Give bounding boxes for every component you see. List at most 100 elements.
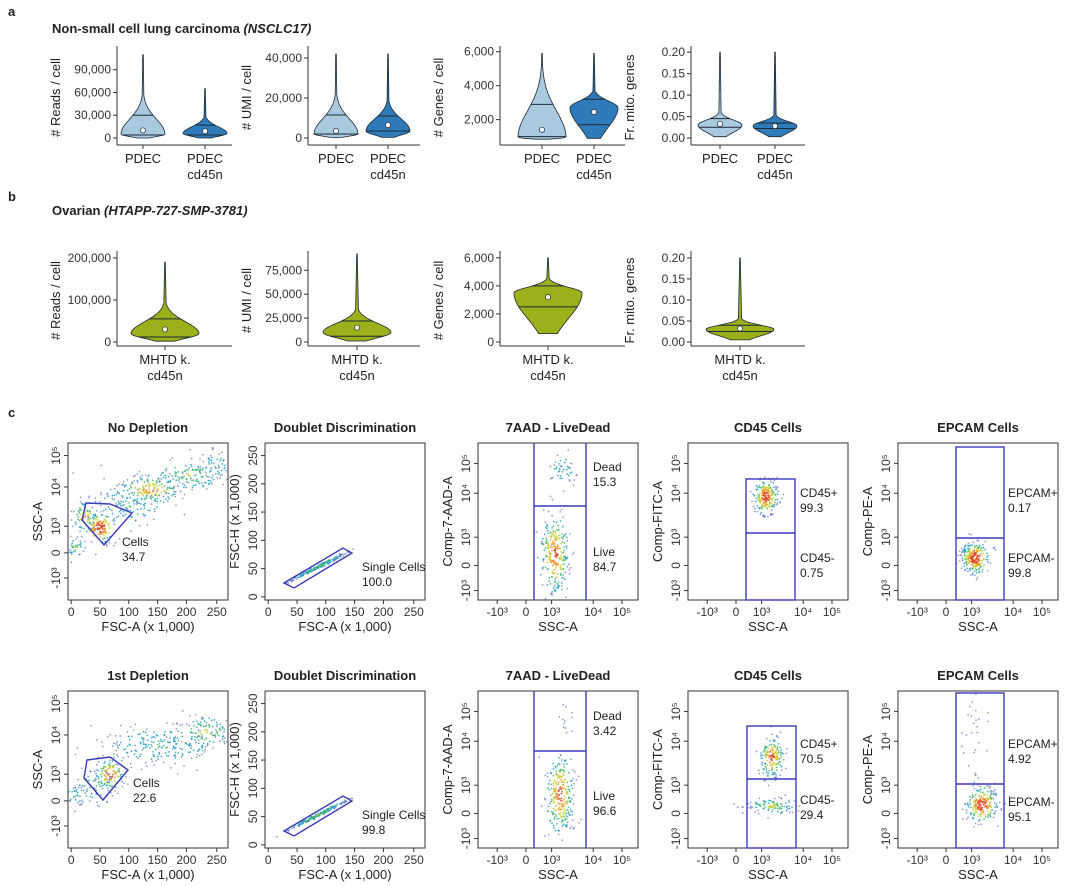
event-dot [190,477,192,480]
event-dot [103,783,106,786]
y-tick-label: 10⁵ [459,454,473,472]
event-dot [963,546,966,549]
category-label: PDEC [757,151,793,166]
event-dot [556,582,558,585]
event-dot [85,530,88,533]
event-dot [104,508,107,511]
event-dot [106,801,108,803]
event-dot [782,752,785,755]
event-dot [115,753,118,756]
gate-cd45[interactable] [746,725,797,849]
event-dot [172,736,175,739]
event-dot [989,815,992,818]
event-dot [773,753,775,756]
event-dot [557,524,559,527]
gate-cd45[interactable] [745,478,796,601]
event-dot [134,487,137,489]
event-dot [970,732,973,734]
event-dot [198,482,201,485]
event-dot [204,748,207,751]
event-dot [772,801,775,803]
event-dot [541,540,544,543]
event-dot [764,500,767,502]
event-dot [566,762,568,765]
event-dot [175,472,178,474]
event-dot [84,547,87,549]
event-dot [546,525,549,528]
mean-marker [162,326,168,333]
gate-cells[interactable] [83,756,130,802]
event-dot [563,807,565,810]
event-dot [777,743,780,745]
event-dot [547,544,550,547]
event-dot [201,737,204,740]
event-dot [158,494,161,497]
x-tick-label: 10³ [543,853,560,867]
event-dot [210,459,213,462]
gate-single-cells[interactable] [282,547,354,589]
event-dot [550,544,552,547]
event-dot [563,720,566,722]
event-dot [776,805,779,807]
plot-frame [264,690,426,849]
y-tick-label: 0 [459,810,473,817]
event-dot [169,473,171,475]
event-dot [100,514,103,516]
event-dot [223,728,226,731]
event-dot [95,515,98,518]
event-dot [142,737,145,740]
event-dot [573,479,576,481]
event-dot [105,545,108,547]
y-tick-label: 10³ [879,777,893,794]
event-dot [113,544,115,547]
event-dot [82,550,85,553]
event-dot [761,763,764,766]
event-dot [554,765,557,768]
y-tick-label: 10⁴ [879,732,893,751]
event-dot [136,508,139,511]
event-dot [320,566,323,568]
event-dot [573,826,576,829]
event-dot [994,549,997,551]
event-dot [154,498,157,500]
gate-cells[interactable] [81,502,134,547]
event-dot [540,573,542,576]
event-dot [177,476,180,478]
event-dot [197,466,200,469]
gate-epcam[interactable] [955,446,1005,601]
event-dot [76,513,79,516]
event-dot [208,724,210,727]
event-dot [769,740,771,742]
event-dot [85,795,88,797]
event-dot [766,764,769,767]
event-dot [551,811,554,814]
event-dot [989,796,992,799]
event-dot [548,550,551,553]
event-dot [127,735,130,738]
plot-title: CD45 Cells [734,420,802,435]
event-dot [314,568,317,571]
x-tick-label: 200 [373,605,393,619]
event-dot [551,590,554,593]
event-dot [775,769,778,771]
event-dot [749,490,752,493]
event-dot [763,491,766,494]
event-dot [80,786,83,789]
event-dot [222,483,224,486]
gate-name: EPCAM+ [1008,737,1058,751]
event-dot [978,563,981,566]
event-dot [153,736,156,739]
gate-single-cells[interactable] [282,795,354,837]
event-dot [798,805,801,808]
event-dot [776,807,779,810]
x-tick-label: 10⁵ [823,605,841,619]
event-dot [567,772,570,774]
event-dot [77,778,80,781]
event-dot [202,725,205,728]
gate-value: 34.7 [122,550,146,564]
panel-label-c: c [8,405,15,420]
gate-epcam[interactable] [955,692,1005,849]
event-dot [994,810,997,813]
event-dot [551,564,554,567]
